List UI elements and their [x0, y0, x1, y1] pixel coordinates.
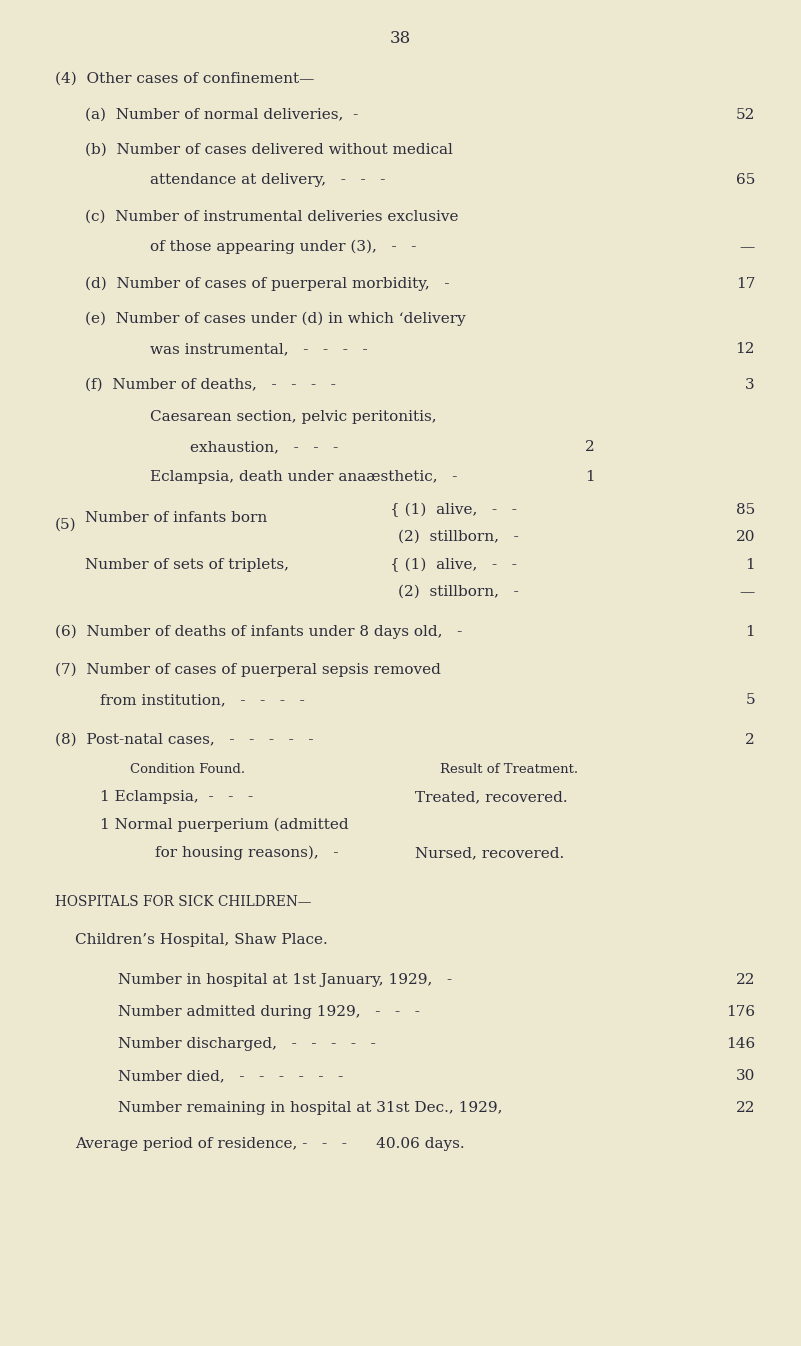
Text: Condition Found.: Condition Found.	[130, 763, 245, 777]
Text: (a)  Number of normal deliveries,  -: (a) Number of normal deliveries, -	[85, 108, 358, 122]
Text: Number admitted during 1929,   -   -   -: Number admitted during 1929, - - -	[118, 1005, 420, 1019]
Text: 30: 30	[735, 1069, 755, 1084]
Text: Number in hospital at 1st January, 1929,   -: Number in hospital at 1st January, 1929,…	[118, 973, 452, 987]
Text: 38: 38	[389, 30, 411, 47]
Text: Eclampsia, death under anaæsthetic,   -: Eclampsia, death under anaæsthetic, -	[150, 470, 457, 485]
Text: was instrumental,   -   -   -   -: was instrumental, - - - -	[150, 342, 368, 355]
Text: (5): (5)	[55, 518, 77, 532]
Text: 22: 22	[735, 973, 755, 987]
Text: 1: 1	[745, 559, 755, 572]
Text: 65: 65	[735, 174, 755, 187]
Text: 1: 1	[586, 470, 595, 485]
Text: 2: 2	[586, 440, 595, 454]
Text: Children’s Hospital, Shaw Place.: Children’s Hospital, Shaw Place.	[75, 933, 328, 948]
Text: 22: 22	[735, 1101, 755, 1114]
Text: (b)  Number of cases delivered without medical: (b) Number of cases delivered without me…	[85, 143, 453, 157]
Text: 12: 12	[735, 342, 755, 355]
Text: from institution,   -   -   -   -: from institution, - - - -	[100, 693, 304, 707]
Text: (c)  Number of instrumental deliveries exclusive: (c) Number of instrumental deliveries ex…	[85, 210, 458, 223]
Text: Nursed, recovered.: Nursed, recovered.	[415, 847, 564, 860]
Text: (8)  Post-natal cases,   -   -   -   -   -: (8) Post-natal cases, - - - - -	[55, 734, 313, 747]
Text: (6)  Number of deaths of infants under 8 days old,   -: (6) Number of deaths of infants under 8 …	[55, 625, 462, 639]
Text: HOSPITALS FOR SICK CHILDREN—: HOSPITALS FOR SICK CHILDREN—	[55, 895, 312, 909]
Text: 20: 20	[735, 530, 755, 544]
Text: (e)  Number of cases under (d) in which ‘delivery: (e) Number of cases under (d) in which ‘…	[85, 312, 465, 326]
Text: (2)  stillborn,   -: (2) stillborn, -	[398, 586, 519, 599]
Text: (d)  Number of cases of puerperal morbidity,   -: (d) Number of cases of puerperal morbidi…	[85, 277, 449, 291]
Text: 17: 17	[735, 277, 755, 291]
Text: (2)  stillborn,   -: (2) stillborn, -	[398, 530, 519, 544]
Text: (f)  Number of deaths,   -   -   -   -: (f) Number of deaths, - - - -	[85, 378, 336, 392]
Text: 1: 1	[745, 625, 755, 639]
Text: Number remaining in hospital at 31st Dec., 1929,: Number remaining in hospital at 31st Dec…	[118, 1101, 502, 1114]
Text: exhaustion,   -   -   -: exhaustion, - - -	[190, 440, 338, 454]
Text: 5: 5	[746, 693, 755, 707]
Text: Treated, recovered.: Treated, recovered.	[415, 790, 568, 804]
Text: of those appearing under (3),   -   -: of those appearing under (3), - -	[150, 240, 417, 254]
Text: for housing reasons),   -: for housing reasons), -	[155, 847, 339, 860]
Text: attendance at delivery,   -   -   -: attendance at delivery, - - -	[150, 174, 385, 187]
Text: 1 Eclampsia,  -   -   -: 1 Eclampsia, - - -	[100, 790, 253, 804]
Text: 176: 176	[726, 1005, 755, 1019]
Text: —: —	[740, 586, 755, 599]
Text: 3: 3	[746, 378, 755, 392]
Text: Number discharged,   -   -   -   -   -: Number discharged, - - - - -	[118, 1036, 376, 1051]
Text: 2: 2	[745, 734, 755, 747]
Text: (4)  Other cases of confinement—: (4) Other cases of confinement—	[55, 71, 314, 86]
Text: Result of Treatment.: Result of Treatment.	[440, 763, 578, 777]
Text: 146: 146	[726, 1036, 755, 1051]
Text: Number of sets of triplets,: Number of sets of triplets,	[85, 559, 289, 572]
Text: { (1)  alive,   -   -: { (1) alive, - -	[390, 559, 517, 572]
Text: Number of infants born: Number of infants born	[85, 511, 268, 525]
Text: Number died,   -   -   -   -   -   -: Number died, - - - - - -	[118, 1069, 344, 1084]
Text: { (1)  alive,   -   -: { (1) alive, - -	[390, 503, 517, 517]
Text: 85: 85	[736, 503, 755, 517]
Text: 52: 52	[735, 108, 755, 122]
Text: Average period of residence, -   -   -      40.06 days.: Average period of residence, - - - 40.06…	[75, 1137, 465, 1151]
Text: (7)  Number of cases of puerperal sepsis removed: (7) Number of cases of puerperal sepsis …	[55, 664, 441, 677]
Text: —: —	[740, 240, 755, 254]
Text: 1 Normal puerperium (admitted: 1 Normal puerperium (admitted	[100, 818, 348, 832]
Text: Caesarean section, pelvic peritonitis,: Caesarean section, pelvic peritonitis,	[150, 411, 437, 424]
